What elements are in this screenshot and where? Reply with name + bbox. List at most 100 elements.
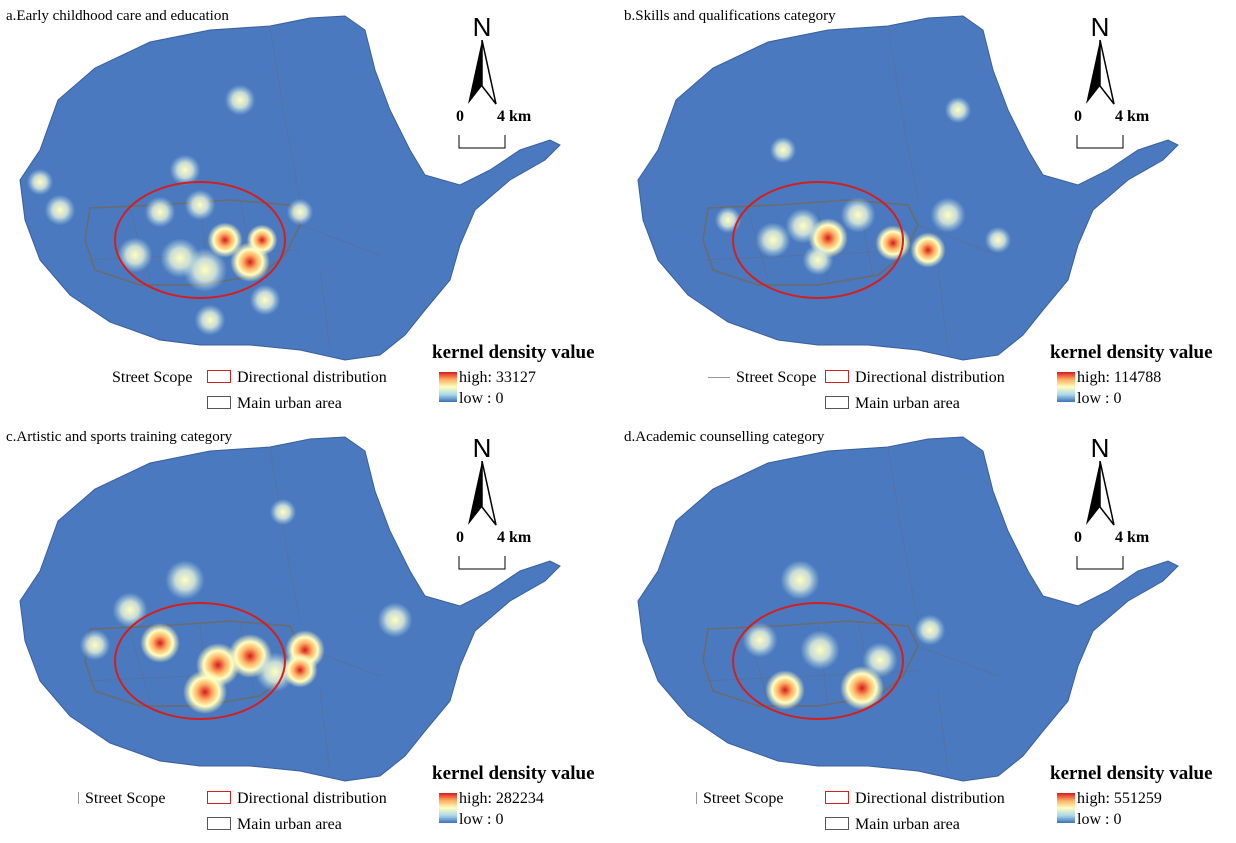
legend-urban: Main urban area: [825, 816, 960, 834]
hotspot: [282, 652, 318, 688]
scale-zero: 0: [456, 108, 464, 125]
study-area-boundary: [637, 15, 1179, 361]
street-scope-swatch: [78, 792, 79, 804]
legend-high: high: 551259: [1077, 790, 1162, 807]
urban-swatch: [825, 817, 849, 830]
hotspot: [79, 629, 111, 661]
north-arrow: N: [452, 12, 512, 134]
street-scope-swatch: [696, 792, 697, 804]
north-letter: N: [1090, 433, 1110, 463]
map-panel-d: d.Academic counselling category N 0 4 km…: [618, 421, 1236, 842]
hotspot: [800, 630, 840, 670]
north-arrow-icon: [468, 40, 497, 105]
hotspot: [44, 194, 76, 226]
hotspot: [785, 208, 821, 244]
hotspot: [984, 226, 1012, 254]
legend-directional: Directional distribution: [825, 790, 1005, 808]
hotspot: [269, 498, 297, 526]
hotspot: [875, 225, 911, 261]
map-panel-c: c.Artistic and sports training category …: [0, 421, 618, 842]
main-urban-area: [84, 199, 301, 286]
north-arrow-icon: [1086, 461, 1115, 526]
legend-urban: Main urban area: [825, 395, 960, 413]
density-ramp: [1057, 793, 1075, 823]
legend-directional: Directional distribution: [207, 369, 387, 387]
hotspot: [207, 222, 243, 258]
density-map: [19, 436, 561, 782]
directional-label: Directional distribution: [855, 790, 1005, 807]
directional-swatch: [825, 791, 849, 804]
scale-zero: 0: [1074, 108, 1082, 125]
north-letter: N: [472, 12, 492, 42]
hotspot: [26, 168, 54, 196]
hotspot: [802, 244, 834, 276]
hotspot: [840, 197, 876, 233]
scale-bar-icon: [458, 135, 506, 149]
legend-street-scope: Street Scope: [708, 369, 816, 387]
hotspot: [840, 666, 884, 710]
map-panel-a: a.Early childhood care and education N 0…: [0, 0, 618, 421]
hotspot: [112, 592, 148, 628]
hotspot: [286, 198, 314, 226]
legend-urban: Main urban area: [207, 816, 342, 834]
map-panel-b: b.Skills and qualifications category N 0…: [618, 0, 1236, 421]
urban-label: Main urban area: [855, 816, 960, 833]
scale-zero: 0: [1074, 529, 1082, 546]
hotspot: [160, 238, 200, 278]
legend-low: low : 0: [459, 390, 504, 407]
main-urban-area: [702, 620, 919, 707]
legend-urban: Main urban area: [207, 395, 342, 413]
urban-label: Main urban area: [237, 816, 342, 833]
hotspot: [224, 84, 256, 116]
hotspot: [944, 96, 972, 124]
legend-high: high: 282234: [459, 790, 544, 807]
north-letter: N: [472, 433, 492, 463]
hotspot: [144, 196, 176, 228]
scale-bar-icon: [458, 556, 506, 570]
hotspot: [930, 197, 966, 233]
hotspot: [742, 622, 778, 658]
density-map: [637, 15, 1179, 361]
legend-street-scope: Street Scope: [112, 369, 192, 387]
legend-directional: Directional distribution: [207, 790, 387, 808]
street-scope-label: Street Scope: [85, 790, 166, 807]
scale-bar-icon: [1076, 135, 1124, 149]
urban-label: Main urban area: [855, 395, 960, 412]
hotspot: [862, 642, 898, 678]
legend-high: high: 114788: [1077, 369, 1162, 386]
directional-swatch: [207, 791, 231, 804]
main-urban-area: [702, 199, 919, 286]
hotspot: [914, 614, 946, 646]
scale-max: 4 km: [497, 108, 532, 125]
panel-title: b.Skills and qualifications category: [624, 8, 836, 24]
urban-swatch: [207, 396, 231, 409]
north-letter: N: [1090, 12, 1110, 42]
street-scope-swatch: [708, 377, 730, 378]
hotspot: [183, 670, 227, 714]
study-area-boundary: [19, 15, 561, 361]
hotspot-layer: [79, 498, 413, 714]
hotspot: [765, 670, 805, 710]
hotspot: [117, 237, 153, 273]
scale-max: 4 km: [1115, 108, 1150, 125]
directional-distribution-ellipse: [114, 602, 286, 720]
legend-low: low : 0: [1077, 390, 1122, 407]
legend-street-scope: Street Scope: [78, 790, 165, 808]
density-ramp: [439, 372, 457, 402]
hotspot: [169, 154, 201, 186]
urban-label: Main urban area: [237, 395, 342, 412]
hotspot: [140, 623, 180, 663]
hotspot: [184, 189, 216, 221]
legend-title: kernel density value: [432, 342, 595, 363]
hotspot: [249, 284, 281, 316]
legend-low: low : 0: [1077, 811, 1122, 828]
hotspot: [246, 224, 278, 256]
panel-title: d.Academic counselling category: [624, 429, 825, 445]
density-map: [19, 15, 561, 361]
directional-distribution-ellipse: [114, 181, 286, 299]
density-map: [637, 436, 1179, 782]
street-scope-label: Street Scope: [736, 369, 817, 386]
north-arrow: N: [1070, 12, 1130, 134]
scale-max: 4 km: [497, 529, 532, 546]
hotspot: [755, 222, 791, 258]
